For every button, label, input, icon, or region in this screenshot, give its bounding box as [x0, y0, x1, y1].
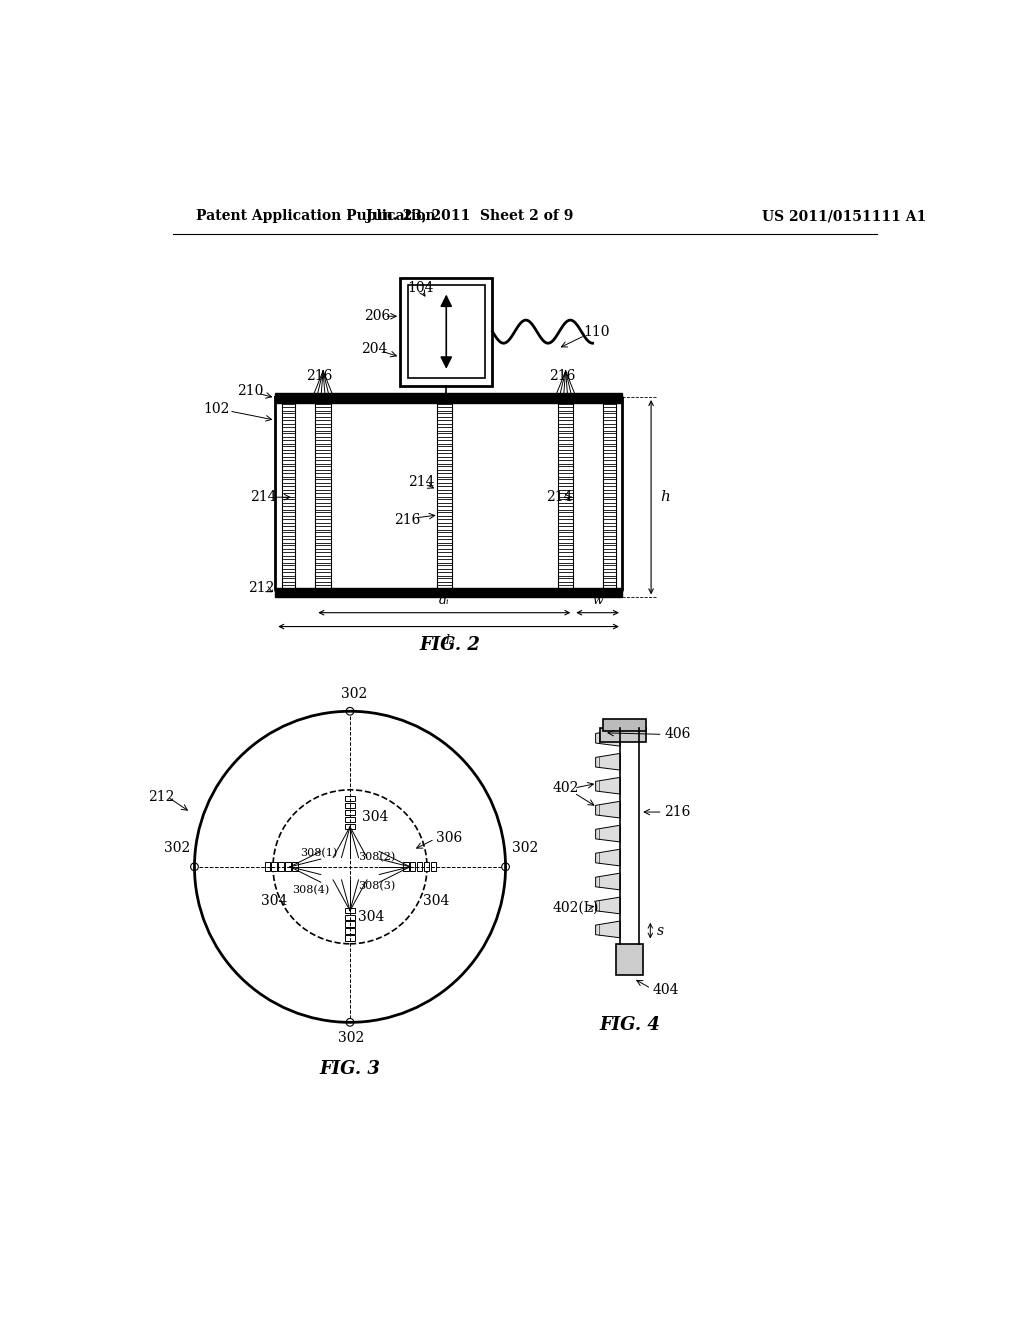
- Text: Jun. 23, 2011  Sheet 2 of 9: Jun. 23, 2011 Sheet 2 of 9: [366, 209, 573, 223]
- Text: 214: 214: [250, 490, 276, 504]
- Text: 102: 102: [204, 401, 230, 416]
- Text: 304: 304: [361, 809, 388, 824]
- Bar: [408, 285, 484, 378]
- Bar: [603, 719, 646, 730]
- Text: 206: 206: [364, 309, 390, 323]
- Bar: [410, 862, 416, 871]
- Polygon shape: [596, 777, 621, 795]
- Bar: [345, 928, 355, 933]
- Text: 304: 304: [423, 895, 450, 908]
- Text: 308(1): 308(1): [300, 847, 337, 858]
- Text: 302: 302: [341, 688, 367, 701]
- Bar: [292, 862, 298, 871]
- Bar: [345, 796, 355, 801]
- Text: 204: 204: [361, 342, 388, 356]
- Polygon shape: [596, 801, 621, 818]
- Text: 404: 404: [652, 983, 679, 997]
- Text: 306: 306: [436, 830, 463, 845]
- Text: FIG. 3: FIG. 3: [319, 1060, 381, 1077]
- Text: 302: 302: [164, 841, 189, 854]
- Bar: [403, 862, 409, 871]
- Text: w: w: [592, 594, 602, 607]
- Bar: [279, 862, 284, 871]
- Bar: [431, 862, 436, 871]
- Polygon shape: [596, 898, 621, 913]
- Text: 214: 214: [547, 490, 572, 504]
- Text: 104: 104: [408, 281, 434, 294]
- Bar: [275, 393, 622, 404]
- Polygon shape: [596, 921, 621, 937]
- Bar: [275, 589, 622, 598]
- Bar: [417, 862, 422, 871]
- Bar: [345, 908, 355, 913]
- Text: 304: 304: [261, 895, 288, 908]
- Text: 110: 110: [584, 325, 610, 339]
- Text: 216: 216: [394, 513, 420, 527]
- Text: FIG. 4: FIG. 4: [599, 1015, 659, 1034]
- Text: FIG. 2: FIG. 2: [420, 636, 480, 653]
- Bar: [345, 817, 355, 822]
- Text: 212: 212: [148, 789, 175, 804]
- Text: dₒ: dₒ: [442, 635, 455, 647]
- Polygon shape: [596, 825, 621, 842]
- Text: 402: 402: [553, 781, 579, 795]
- Bar: [600, 729, 646, 742]
- Text: 402(L): 402(L): [553, 900, 599, 915]
- Bar: [271, 862, 276, 871]
- Text: 304: 304: [357, 909, 384, 924]
- Text: 214: 214: [408, 475, 434, 488]
- Bar: [345, 824, 355, 829]
- Text: 216: 216: [306, 368, 333, 383]
- Text: 308(4): 308(4): [292, 884, 330, 895]
- Text: dᵢ: dᵢ: [438, 594, 450, 607]
- Text: 302: 302: [339, 1031, 365, 1044]
- Polygon shape: [596, 873, 621, 890]
- Text: 216: 216: [665, 805, 690, 818]
- Text: 308(2): 308(2): [357, 853, 395, 863]
- Text: Patent Application Publication: Patent Application Publication: [196, 209, 435, 223]
- Polygon shape: [596, 730, 621, 746]
- Text: 302: 302: [512, 841, 538, 854]
- Text: 406: 406: [665, 727, 690, 742]
- Bar: [400, 277, 493, 385]
- Bar: [345, 936, 355, 941]
- Text: 216: 216: [549, 368, 575, 383]
- Text: 308(3): 308(3): [357, 880, 395, 891]
- Text: 210: 210: [237, 384, 263, 397]
- Bar: [615, 944, 643, 974]
- Polygon shape: [596, 754, 621, 770]
- Bar: [424, 862, 429, 871]
- Text: US 2011/0151111 A1: US 2011/0151111 A1: [762, 209, 927, 223]
- Bar: [345, 810, 355, 816]
- Bar: [264, 862, 270, 871]
- Text: h: h: [660, 490, 670, 504]
- Bar: [345, 921, 355, 927]
- Bar: [345, 915, 355, 920]
- Text: s: s: [656, 924, 664, 937]
- Bar: [345, 803, 355, 808]
- Polygon shape: [596, 849, 621, 866]
- Text: 212: 212: [248, 581, 274, 595]
- Bar: [286, 862, 291, 871]
